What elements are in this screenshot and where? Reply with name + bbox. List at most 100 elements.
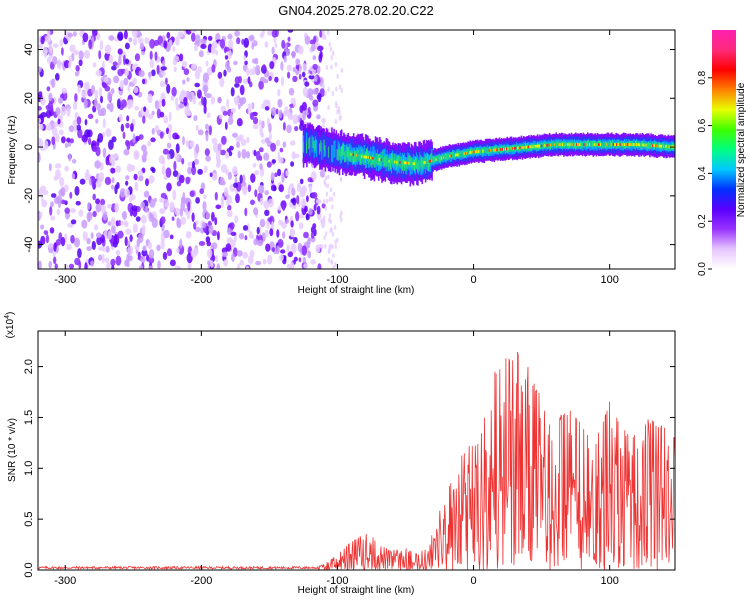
noise-cell <box>157 260 161 269</box>
figure-title: GN04.2025.278.02.20.C22 <box>278 3 433 18</box>
noise-cell <box>68 61 72 69</box>
noise-cell <box>160 66 167 71</box>
signal-cell <box>407 157 409 169</box>
noise-cell <box>52 43 59 48</box>
noise-cell <box>311 192 318 199</box>
noise-cell <box>237 263 241 269</box>
noise-cell <box>128 37 133 43</box>
noise-cell <box>252 116 259 125</box>
noise-cell <box>148 71 152 78</box>
signal-peak-cell <box>643 143 646 147</box>
noise-cell <box>245 151 251 159</box>
noise-cell <box>183 197 191 203</box>
signal-peak-cell <box>638 143 640 147</box>
noise-cell <box>100 198 106 206</box>
noise-cell <box>324 91 327 97</box>
noise-cell <box>172 189 177 201</box>
signal-peak-cell <box>659 144 662 148</box>
noise-cell <box>40 224 45 230</box>
noise-cell <box>92 62 97 68</box>
signal-cell <box>330 137 332 165</box>
noise-cell <box>92 210 97 218</box>
colorbar-label: Normalized spectral amplitude <box>736 82 747 217</box>
noise-cell <box>200 43 207 50</box>
noise-cell <box>161 165 166 176</box>
noise-cell <box>248 230 253 239</box>
signal-peak-cell <box>632 143 635 146</box>
noise-cell <box>185 140 189 147</box>
signal-cell <box>415 156 417 168</box>
noise-cell <box>144 205 149 213</box>
signal-peak-cell <box>633 143 636 146</box>
signal-peak-cell <box>430 159 434 162</box>
noise-cell <box>295 211 300 222</box>
signal-peak-cell <box>617 143 620 146</box>
signal-peak-cell <box>553 143 557 146</box>
signal-cell <box>452 151 454 158</box>
noise-cell <box>308 74 315 80</box>
noise-cell <box>214 191 218 201</box>
noise-cell <box>55 169 61 180</box>
signal-peak-cell <box>372 157 375 160</box>
noise-cell <box>210 260 214 269</box>
noise-cell <box>317 263 322 269</box>
noise-cell <box>268 122 272 133</box>
noise-cell <box>70 219 77 225</box>
noise-cell <box>281 172 285 183</box>
noise-cell <box>111 265 115 269</box>
noise-cell <box>300 186 306 196</box>
noise-cell <box>294 125 299 132</box>
signal-cell <box>366 148 368 160</box>
signal-cell <box>333 140 335 158</box>
signal-cell <box>382 151 384 162</box>
noise-cell <box>162 60 166 67</box>
signal-peak-cell <box>355 154 359 157</box>
signal-peak-cell <box>361 155 364 158</box>
noise-cell <box>229 222 235 230</box>
noise-cell <box>277 168 282 177</box>
noise-cell <box>86 237 91 245</box>
signal-cell <box>440 156 442 163</box>
noise-cell <box>150 137 156 143</box>
noise-cell <box>283 55 287 63</box>
noise-cell <box>269 61 275 70</box>
noise-cell <box>252 163 257 168</box>
noise-cell <box>118 113 123 123</box>
noise-cell <box>78 50 84 61</box>
noise-cell <box>216 231 220 241</box>
noise-cell <box>90 232 94 240</box>
signal-peak-cell <box>559 143 562 146</box>
signal-cell <box>363 154 366 165</box>
noise-cell <box>205 236 211 243</box>
noise-cell <box>236 37 241 45</box>
signal-cell <box>319 143 321 155</box>
noise-cell <box>280 249 286 254</box>
noise-cell <box>113 75 120 84</box>
signal-cell <box>428 159 430 171</box>
noise-cell <box>108 54 114 64</box>
noise-cell <box>149 212 153 219</box>
noise-cell <box>270 142 277 152</box>
noise-cell <box>317 92 322 103</box>
noise-cell <box>51 136 56 146</box>
noise-cell <box>178 103 185 109</box>
noise-cell <box>290 243 297 254</box>
noise-cell <box>226 98 230 109</box>
noise-cell <box>304 81 310 87</box>
signal-cell <box>588 140 590 147</box>
noise-cell <box>309 185 313 193</box>
noise-cell <box>287 71 291 79</box>
noise-cell <box>314 75 318 83</box>
noise-cell <box>234 30 240 37</box>
colorbar-tick-label: 0.4 <box>697 166 708 180</box>
noise-cell <box>282 204 286 211</box>
noise-cell <box>221 135 227 145</box>
snr-multiplier-base: (x10 <box>5 318 16 338</box>
noise-cell <box>203 165 208 173</box>
signal-cell <box>320 140 322 152</box>
noise-cell <box>274 172 278 178</box>
noise-cell <box>125 180 129 186</box>
noise-cell <box>208 125 212 136</box>
noise-cell <box>171 216 175 221</box>
noise-cell <box>317 45 324 52</box>
